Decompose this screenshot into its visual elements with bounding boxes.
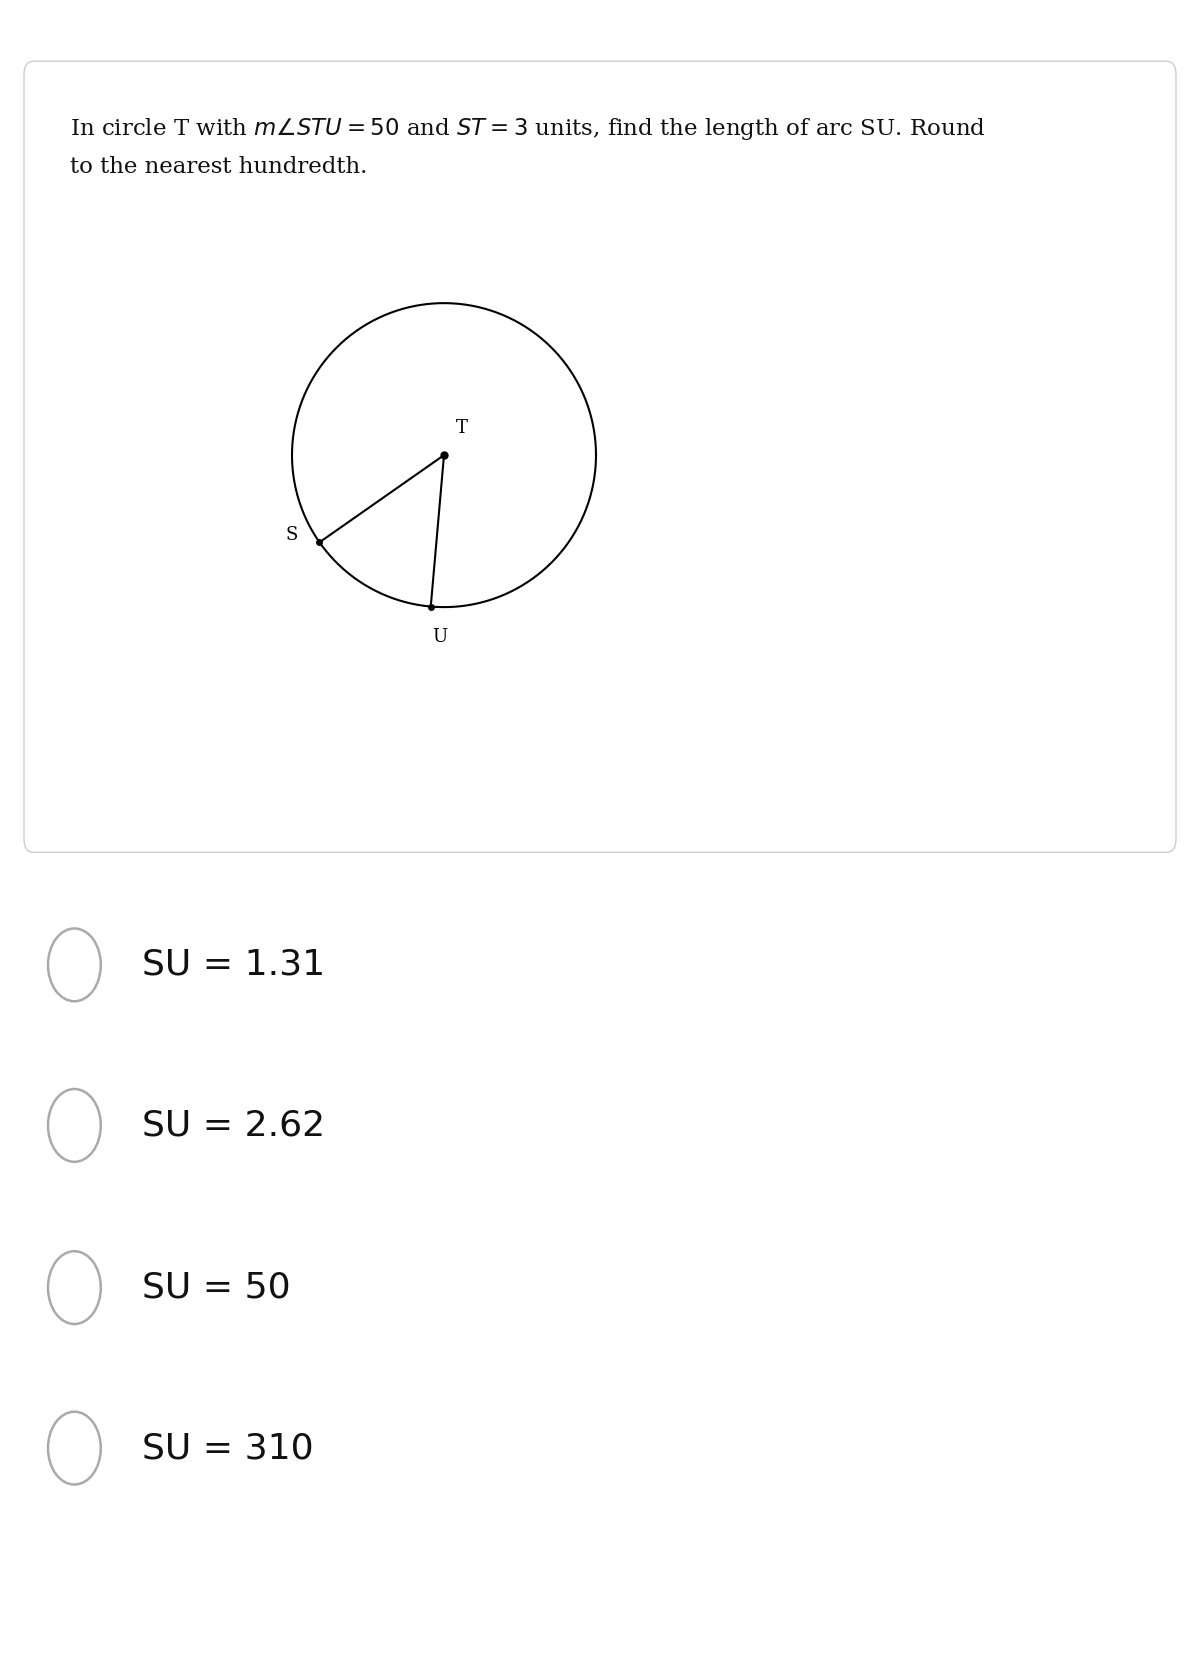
- FancyBboxPatch shape: [24, 61, 1176, 852]
- Text: T: T: [456, 419, 468, 437]
- Text: In circle T with $m\angle STU = 50$ and $ST = 3$ units, find the length of arc S: In circle T with $m\angle STU = 50$ and …: [70, 116, 985, 142]
- Text: U: U: [432, 627, 448, 645]
- Text: SU = 1.31: SU = 1.31: [142, 948, 325, 981]
- Text: SU = 2.62: SU = 2.62: [142, 1109, 325, 1142]
- Text: to the nearest hundredth.: to the nearest hundredth.: [70, 156, 367, 177]
- Text: SU = 50: SU = 50: [142, 1271, 290, 1304]
- Text: SU = 310: SU = 310: [142, 1432, 313, 1465]
- Text: S: S: [286, 526, 299, 544]
